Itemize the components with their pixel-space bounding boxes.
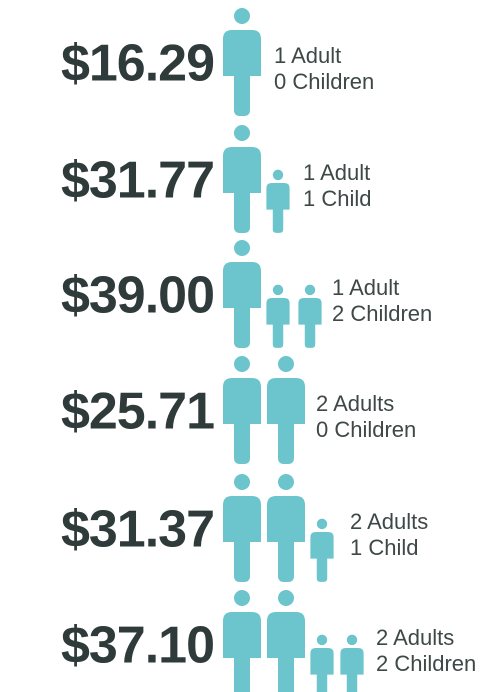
child-icon bbox=[310, 518, 334, 582]
wage-amount: $31.77 bbox=[61, 152, 214, 210]
child-icon bbox=[298, 284, 322, 348]
child-icon bbox=[266, 284, 290, 348]
adults-label: 1 Adult bbox=[274, 43, 341, 68]
wage-amount: $37.10 bbox=[61, 617, 214, 675]
adults-label: 2 Adults bbox=[316, 391, 394, 416]
child-icon bbox=[266, 169, 290, 233]
adult-icon bbox=[223, 125, 261, 233]
wage-amount: $39.00 bbox=[61, 267, 214, 325]
adults-label: 2 Adults bbox=[350, 509, 428, 534]
adults-label: 1 Adult bbox=[303, 160, 370, 185]
adult-icon bbox=[267, 356, 305, 464]
adults-label: 2 Adults bbox=[376, 625, 454, 650]
adult-icon bbox=[223, 240, 261, 348]
adult-icon bbox=[267, 474, 305, 582]
children-label: 1 Child bbox=[350, 535, 418, 560]
adult-icon bbox=[223, 474, 261, 582]
children-label: 1 Child bbox=[303, 186, 371, 211]
wage-amount: $31.37 bbox=[61, 501, 214, 559]
adult-icon bbox=[267, 590, 305, 692]
adult-icon bbox=[223, 8, 261, 116]
child-icon bbox=[310, 634, 334, 692]
wage-amount: $25.71 bbox=[61, 383, 214, 441]
children-label: 0 Children bbox=[316, 417, 416, 442]
children-label: 2 Children bbox=[376, 651, 476, 676]
children-label: 2 Children bbox=[332, 301, 432, 326]
adult-icon bbox=[223, 356, 261, 464]
wage-amount: $16.29 bbox=[61, 35, 214, 93]
children-label: 0 Children bbox=[274, 69, 374, 94]
adults-label: 1 Adult bbox=[332, 275, 399, 300]
adult-icon bbox=[223, 590, 261, 692]
child-icon bbox=[340, 634, 364, 692]
